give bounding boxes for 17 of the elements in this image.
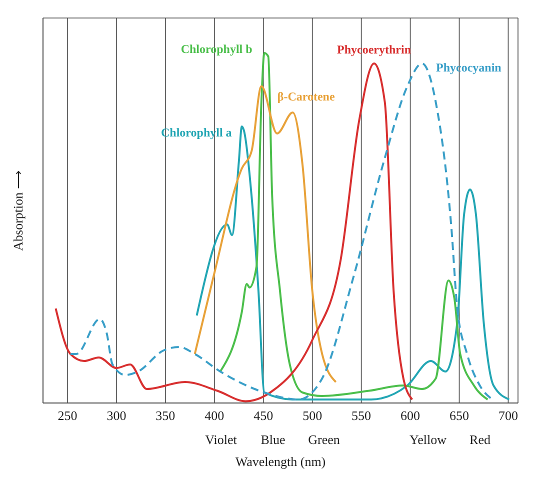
x-axis-title: Wavelength (nm) — [235, 454, 326, 470]
x-tick-label: 500 — [302, 408, 322, 424]
x-tick-label: 350 — [156, 408, 176, 424]
x-tick-label: 250 — [58, 408, 78, 424]
text: Violet — [205, 432, 237, 448]
text: Blue — [260, 432, 286, 448]
x-tick-label: 450 — [254, 408, 274, 424]
x-tick-label: 300 — [106, 408, 126, 424]
x-tick-label: 600 — [400, 408, 420, 424]
x-tick-label: 650 — [449, 408, 469, 424]
x-tick-label: 550 — [352, 408, 372, 424]
x-tick-label: 400 — [204, 408, 224, 424]
x-tick-label: 700 — [498, 408, 518, 424]
text: Green — [308, 432, 340, 448]
y-axis-title: Absorption ⟶ — [10, 170, 26, 251]
text: Yellow — [410, 432, 446, 448]
text: Red — [470, 432, 490, 448]
